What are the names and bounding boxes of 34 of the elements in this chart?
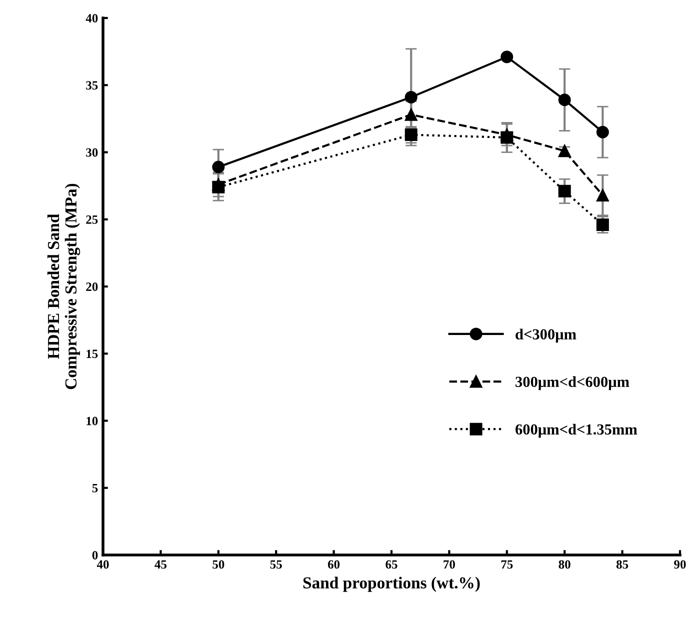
x-tick-label: 60 <box>328 560 340 569</box>
point <box>596 188 609 202</box>
legend-label: 300μm<d<600μm <box>516 376 630 390</box>
y-tick-label: 10 <box>86 416 98 426</box>
point <box>404 90 418 104</box>
x-tick-label: 90 <box>674 560 686 569</box>
y-tick-label: 15 <box>86 350 98 358</box>
legend-label: 600μm<d<1.35mm <box>516 424 638 438</box>
x-tick-label: 75 <box>501 560 513 569</box>
x-tick-label: 70 <box>444 560 455 569</box>
x-tick-label: 85 <box>616 560 628 569</box>
y-tick-label: 30 <box>86 148 98 157</box>
y-tick-label: 20 <box>86 282 98 291</box>
y-tick-label: 5 <box>92 484 98 492</box>
point <box>212 160 225 174</box>
y-axis-title: HDPE Bonded Sand Compressive Strength (MPa) <box>47 184 80 390</box>
point <box>404 108 418 121</box>
x-tick-label: 55 <box>270 560 282 569</box>
x-tick-label: 45 <box>154 560 166 569</box>
point <box>212 180 225 194</box>
x-tick-label: 80 <box>558 560 570 569</box>
legend-label: d<300μm <box>516 328 576 343</box>
y-tick-label: 25 <box>86 215 98 224</box>
x-tick-label: 50 <box>212 560 224 569</box>
y-tick-label: 40 <box>86 14 98 22</box>
x-tick-label: 65 <box>386 560 398 569</box>
point <box>500 131 514 144</box>
point <box>596 126 609 138</box>
point <box>558 94 571 106</box>
y-tick-label: 0 <box>92 551 98 560</box>
point <box>500 50 514 64</box>
y-tick-label: 35 <box>86 81 98 90</box>
point <box>558 184 571 198</box>
x-axis-title: Sand proportions (wt.%) <box>303 576 480 592</box>
